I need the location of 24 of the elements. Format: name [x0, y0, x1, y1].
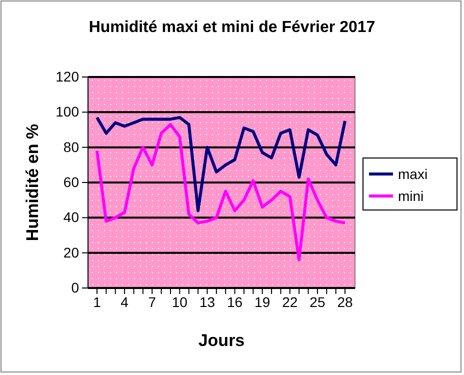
- line-series: [96, 122, 346, 262]
- x-tick-label: 7: [148, 294, 156, 310]
- legend-label: maxi: [398, 166, 428, 182]
- x-tick-label: 22: [282, 294, 298, 310]
- x-tick-label: 25: [310, 294, 326, 310]
- x-tick-label: 28: [337, 294, 353, 310]
- x-tick-label: 1: [93, 294, 102, 310]
- y-axis-title: Humidité en %: [23, 124, 42, 242]
- chart-title: Humidité maxi et mini de Février 2017: [88, 19, 376, 36]
- y-tick-label: 0: [71, 279, 80, 296]
- x-tick-label: 10: [172, 294, 188, 310]
- x-tick-label: 19: [254, 294, 270, 310]
- x-tick-label: 16: [226, 294, 243, 310]
- x-tick-label: 13: [199, 294, 216, 310]
- y-tick-label: 100: [56, 104, 80, 120]
- y-tick-label: 40: [63, 209, 80, 226]
- y-tick-label: 120: [56, 68, 80, 84]
- x-axis-title: Jours: [198, 331, 245, 350]
- legend-label: mini: [398, 188, 424, 204]
- line-series: [96, 116, 346, 212]
- y-tick-label: 60: [63, 174, 80, 190]
- x-tick-label: 4: [120, 294, 129, 310]
- y-tick-label: 20: [63, 244, 80, 260]
- y-tick-label: 80: [63, 138, 80, 155]
